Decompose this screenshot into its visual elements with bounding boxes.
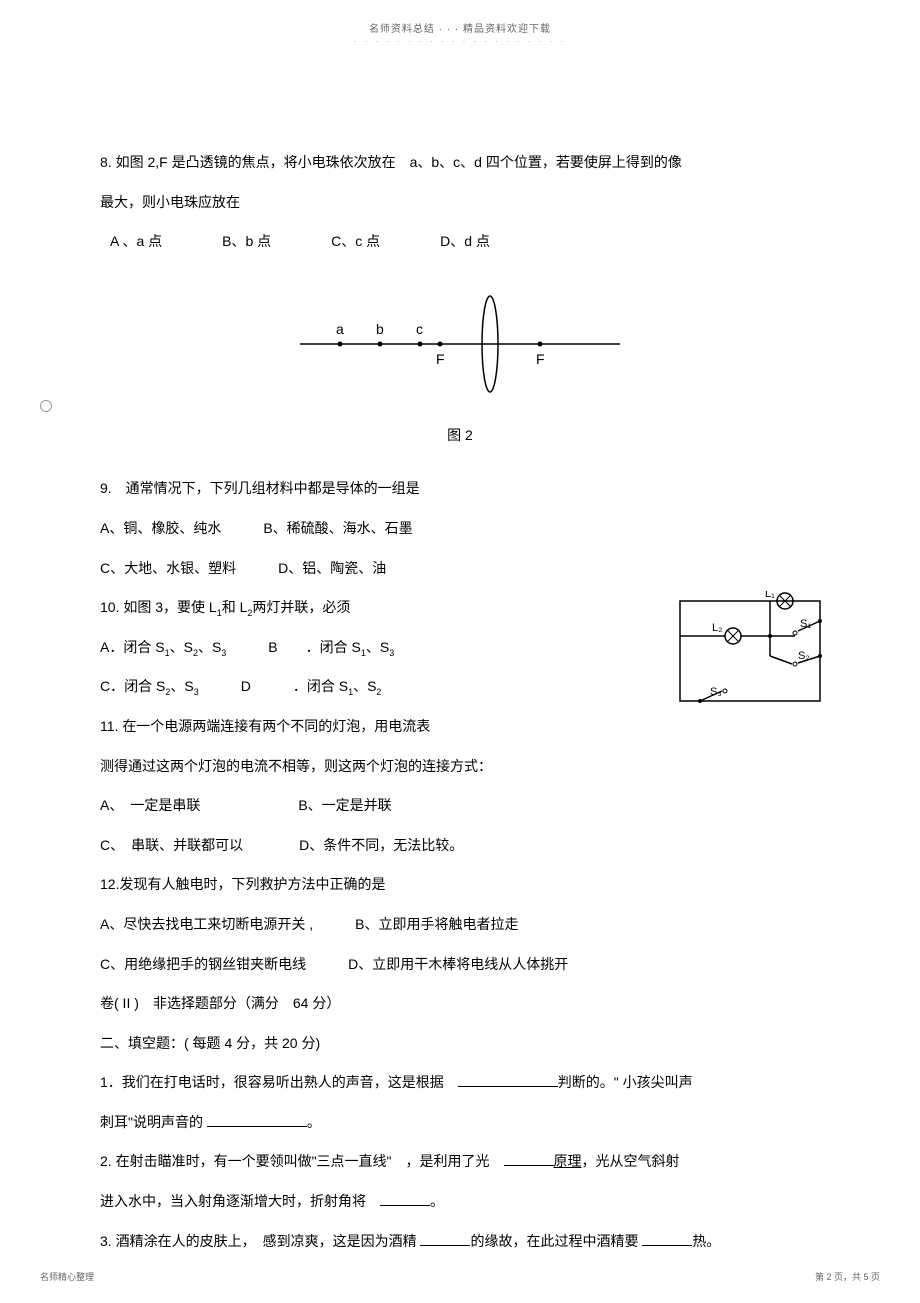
q12-lineC: C、用绝缘把手的钢丝钳夹断电线 D、立即用干木棒将电线从人体挑开 (100, 948, 820, 982)
blank-2a (504, 1152, 554, 1166)
page-header: 名师资料总结 · · · 精品资料欢迎下载 · · · · · · · · · … (100, 20, 820, 46)
label-a: a (336, 321, 344, 337)
label-L2: L₂ (712, 622, 722, 634)
fig2-caption: 图 2 (100, 419, 820, 453)
label-S3: S₃ (710, 686, 722, 698)
binding-hole (40, 400, 52, 412)
q10-block: L₁ L₂ S₁ S₂ S₃ 10. 如图 3，要使 L1和 L2两灯并联，必须… (100, 591, 820, 704)
fill2-line1: 2. 在射击瞄准时，有一个要领叫做"三点一直线" ，是利用了光 原理，光从空气斜… (100, 1145, 820, 1179)
footer-left: 名师精心整理 (40, 1270, 94, 1283)
label-b: b (376, 321, 384, 337)
q11-lineA: A、 一定是串联 B、一定是并联 (100, 789, 820, 823)
section2-subtitle: 二、填空题：( 每题 4 分，共 20 分) (100, 1027, 820, 1061)
header-text: 名师资料总结 · · · 精品资料欢迎下载 (369, 24, 551, 35)
page-footer: 名师精心整理 第 2 页，共 5 页 (40, 1270, 880, 1283)
content: 8. 如图 2,F 是凸透镜的焦点，将小电珠依次放在 a、b、c、d 四个位置，… (100, 146, 820, 1258)
fill2-line2: 进入水中，当入射角逐渐增大时，折射角将 。 (100, 1185, 820, 1219)
section2-title: 卷( II ) 非选择题部分（满分 64 分） (100, 987, 820, 1021)
fill1-line2: 刺耳"说明声音的 。 (100, 1106, 820, 1140)
blank-1b (207, 1113, 307, 1127)
label-S1: S₁ (800, 618, 811, 630)
q8-text2: 最大，则小电珠应放在 (100, 186, 820, 220)
q8-optC: C、c 点 (331, 225, 380, 259)
label-F1: F (436, 351, 445, 367)
blank-1a (458, 1073, 558, 1087)
q8-options: A 、a 点 B、b 点 C、c 点 D、d 点 (110, 225, 820, 259)
q9-lineC: C、大地、水银、塑料 D、铝、陶瓷、油 (100, 552, 820, 586)
figure-2: a b c F F 图 2 (100, 279, 820, 453)
q8-optB: B、b 点 (222, 225, 271, 259)
footer-right: 第 2 页，共 5 页 (815, 1270, 880, 1283)
label-F2: F (536, 351, 545, 367)
q9-lineA: A、铜、橡胶、纯水 B、稀硫酸、海水、石墨 (100, 512, 820, 546)
label-S2: S₂ (798, 650, 810, 662)
q11-text2: 测得通过这两个灯泡的电流不相等，则这两个灯泡的连接方式： (100, 750, 820, 784)
header-dots: · · · · · · · · · · · · · · · · · · · · (100, 37, 820, 46)
fill3-line: 3. 酒精涂在人的皮肤上， 感到凉爽，这是因为酒精 的缘故，在此过程中酒精要 热… (100, 1225, 820, 1259)
label-c: c (416, 321, 423, 337)
lens-diagram: a b c F F (280, 279, 640, 409)
blank-2b (380, 1192, 430, 1206)
q8-optA: A 、a 点 (110, 225, 162, 259)
q12-lineA: A、尽快去找电工来切断电源开关 , B、立即用手将触电者拉走 (100, 908, 820, 942)
q11-text1: 11. 在一个电源两端连接有两个不同的灯泡，用电流表 (100, 710, 820, 744)
blank-3b (642, 1232, 692, 1246)
q11-lineC: C、 串联、并联都可以 D、条件不同，无法比较。 (100, 829, 820, 863)
label-L1: L₁ (765, 591, 775, 600)
q8-text1: 8. 如图 2,F 是凸透镜的焦点，将小电珠依次放在 a、b、c、d 四个位置，… (100, 146, 820, 180)
blank-3a (420, 1232, 470, 1246)
q9-text: 9. 通常情况下，下列几组材料中都是导体的一组是 (100, 472, 820, 506)
circuit-diagram: L₁ L₂ S₁ S₂ S₃ (670, 591, 830, 711)
q8-optD: D、d 点 (440, 225, 490, 259)
q12-text: 12.发现有人触电时，下列救护方法中正确的是 (100, 868, 820, 902)
fill1-line1: 1．我们在打电话时，很容易听出熟人的声音，这是根据 判断的。" 小孩尖叫声 (100, 1066, 820, 1100)
